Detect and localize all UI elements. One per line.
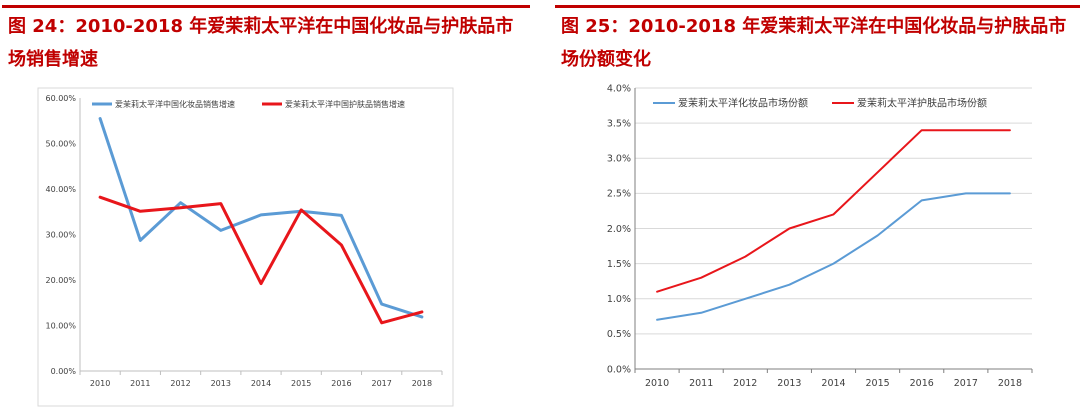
line-chart-market-share: 0.0% 0.5% 1.0% 1.5% 2.0% 2.5% 3.0% 3.5% 4.0% 2010… bbox=[607, 83, 1033, 389]
chart-panel-right: 图 25：2010-2018 年爱茉莉太平洋在中国化妆品与护肤品市场份额变化 0… bbox=[553, 0, 1080, 409]
data-point bbox=[260, 282, 262, 284]
x-tick-label: 2016 bbox=[910, 378, 934, 389]
y-tick-label: 10.00% bbox=[45, 321, 76, 330]
data-point bbox=[876, 171, 878, 173]
legend-label: 爱茉莉太平洋中国化妆品销售增速 bbox=[115, 99, 235, 109]
data-point bbox=[965, 192, 967, 194]
data-point bbox=[380, 322, 382, 324]
data-point bbox=[921, 129, 923, 131]
data-point bbox=[788, 227, 790, 229]
y-tick-label: 3.0% bbox=[607, 154, 631, 165]
x-tick-label: 2018 bbox=[998, 378, 1022, 389]
series-line-1 bbox=[98, 117, 424, 319]
data-point bbox=[99, 196, 101, 198]
y-tick-label: 2.0% bbox=[607, 224, 631, 235]
title-rule bbox=[2, 5, 530, 8]
x-tick-label: 2014 bbox=[821, 378, 845, 389]
x-tick-label: 2013 bbox=[211, 379, 231, 388]
y-tick-label: 2.5% bbox=[607, 189, 631, 200]
chart-title: 图 25：2010-2018 年爱茉莉太平洋在中国化妆品与护肤品市场份额变化 bbox=[561, 16, 1067, 70]
series-line-2 bbox=[98, 195, 424, 325]
y-tick-label: 50.00% bbox=[45, 139, 76, 148]
x-tick-label: 2012 bbox=[170, 379, 190, 388]
line-chart-sales-growth: 0.00% 10.00% 20.00% 30.00% 40.00% 50.00% 60.00… bbox=[37, 87, 454, 407]
x-tick-label: 2011 bbox=[130, 379, 150, 388]
y-tick-label: 4.0% bbox=[607, 83, 631, 94]
x-tick-label: 2010 bbox=[90, 379, 110, 388]
data-point bbox=[340, 244, 342, 246]
y-tick-label: 3.5% bbox=[607, 118, 631, 129]
data-point bbox=[300, 209, 302, 211]
chart-title: 图 24：2010-2018 年爱茉莉太平洋在中国化妆品与护肤品市场销售增速 bbox=[8, 16, 514, 70]
data-point bbox=[788, 284, 790, 286]
data-point bbox=[260, 214, 262, 216]
y-tick-label: 0.0% bbox=[607, 364, 631, 375]
data-point bbox=[220, 202, 222, 204]
data-point bbox=[656, 319, 658, 321]
x-tick-label: 2015 bbox=[866, 378, 890, 389]
data-point bbox=[700, 276, 702, 278]
data-point bbox=[139, 239, 141, 241]
y-tick-label: 60.00% bbox=[45, 94, 76, 103]
data-point bbox=[139, 210, 141, 212]
data-point bbox=[99, 117, 101, 119]
y-tick-label: 0.00% bbox=[51, 367, 77, 376]
data-point bbox=[179, 201, 181, 203]
y-tick-label: 40.00% bbox=[45, 185, 76, 194]
x-tick-label: 2013 bbox=[777, 378, 801, 389]
chart-panel-left: 图 24：2010-2018 年爱茉莉太平洋在中国化妆品与护肤品市场销售增速 0… bbox=[0, 0, 530, 409]
data-point bbox=[700, 312, 702, 314]
data-point bbox=[179, 206, 181, 208]
series-line-1 bbox=[656, 192, 1011, 321]
x-tick-label: 2018 bbox=[412, 379, 432, 388]
legend-label: 爱茉莉太平洋中国护肤品销售增速 bbox=[285, 99, 405, 109]
y-tick-label: 1.0% bbox=[607, 294, 631, 305]
data-point bbox=[340, 214, 342, 216]
data-point bbox=[1009, 192, 1011, 194]
x-tick-label: 2014 bbox=[251, 379, 271, 388]
data-point bbox=[1009, 129, 1011, 131]
data-point bbox=[876, 234, 878, 236]
data-point bbox=[220, 229, 222, 231]
x-tick-label: 2017 bbox=[954, 378, 978, 389]
y-tick-label: 30.00% bbox=[45, 230, 76, 239]
data-point bbox=[421, 316, 423, 318]
x-tick-label: 2016 bbox=[331, 379, 351, 388]
data-point bbox=[421, 311, 423, 313]
data-point bbox=[380, 303, 382, 305]
x-tick-label: 2017 bbox=[371, 379, 391, 388]
data-point bbox=[744, 255, 746, 257]
x-tick-label: 2011 bbox=[689, 378, 713, 389]
data-point bbox=[744, 298, 746, 300]
data-point bbox=[965, 129, 967, 131]
y-tick-label: 0.5% bbox=[607, 329, 631, 340]
data-point bbox=[832, 262, 834, 264]
data-point bbox=[921, 199, 923, 201]
x-tick-label: 2012 bbox=[733, 378, 757, 389]
y-tick-label: 1.5% bbox=[607, 259, 631, 270]
data-point bbox=[832, 213, 834, 215]
chart-frame bbox=[37, 87, 454, 407]
series-line-2 bbox=[656, 129, 1011, 293]
y-tick-label: 20.00% bbox=[45, 276, 76, 285]
title-rule bbox=[555, 5, 1080, 8]
data-point bbox=[656, 291, 658, 293]
legend-label: 爱茉莉太平洋化妆品市场份额 bbox=[678, 97, 808, 110]
x-tick-label: 2010 bbox=[645, 378, 669, 389]
x-tick-label: 2015 bbox=[291, 379, 311, 388]
legend-label: 爱茉莉太平洋护肤品市场份额 bbox=[857, 97, 987, 110]
